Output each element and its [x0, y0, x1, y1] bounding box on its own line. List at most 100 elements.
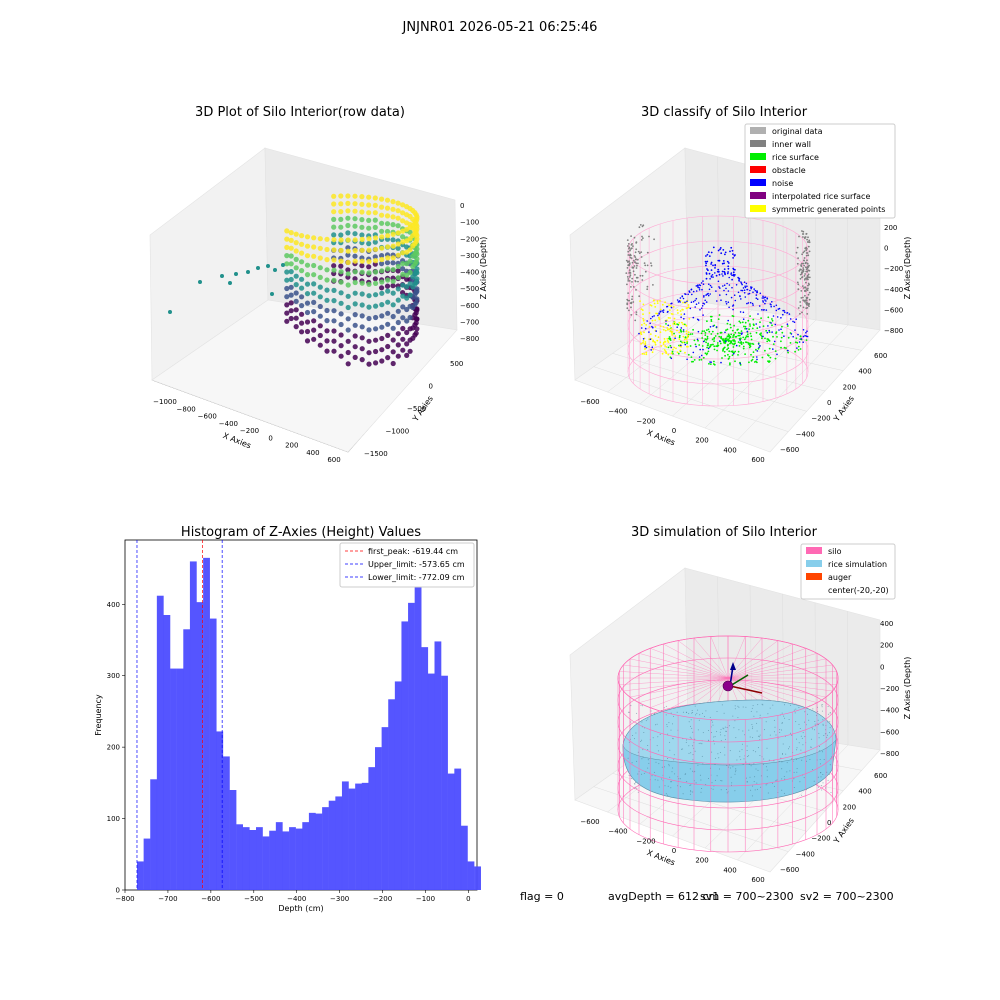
simulation-rice-mesh-point	[823, 759, 825, 760]
raw-point	[331, 263, 337, 269]
inner-wall-point	[804, 294, 806, 297]
noise-point	[780, 317, 782, 319]
rice-surface-point	[709, 345, 712, 348]
symmetric-point	[662, 343, 665, 345]
simulation-rice-mesh-point	[688, 752, 690, 754]
simulation-rice-mesh-point	[821, 706, 823, 708]
inner-wall-point	[805, 261, 807, 264]
raw-point	[379, 220, 385, 226]
rice-surface-point	[795, 337, 798, 340]
raw-point	[407, 281, 413, 287]
histogram-x-tick-label: −100	[416, 895, 435, 903]
noise-point	[702, 314, 704, 316]
simulation-rice-mesh-point	[650, 713, 652, 715]
inner-wall-point	[628, 309, 630, 312]
simulation-rice-mesh-point	[648, 762, 650, 764]
raw-point	[299, 268, 305, 274]
simulation-rice-mesh-point	[734, 773, 736, 775]
raw-point	[379, 313, 385, 319]
inner-wall-point	[628, 246, 631, 249]
raw-point	[400, 218, 406, 224]
noise-point	[702, 280, 704, 282]
classify-y-tick-label: 0	[827, 399, 831, 407]
inner-wall-point	[635, 258, 637, 261]
simulation-rice-mesh-point	[808, 719, 810, 721]
symmetric-point	[687, 304, 690, 306]
rice-surface-point	[737, 328, 739, 331]
simulation-rice-mesh-point	[751, 795, 753, 797]
rice-surface-point	[781, 331, 784, 334]
inner-wall-point	[635, 267, 638, 269]
inner-wall-point	[650, 264, 653, 267]
simulation-rice-mesh-point	[739, 756, 741, 758]
auger-y-arrow	[729, 674, 749, 687]
raw-point	[395, 263, 401, 269]
raw-point	[395, 308, 401, 314]
noise-point	[709, 278, 711, 280]
simulation-rice-mesh-point	[821, 704, 822, 706]
raw-point	[390, 255, 396, 261]
rice-surface-point	[710, 344, 713, 346]
raw-point	[379, 234, 385, 240]
symmetric-point	[682, 335, 685, 338]
simulation-rice-mesh-point	[757, 769, 759, 771]
raw-point	[284, 318, 290, 324]
simulation-rice-mesh-point	[713, 740, 715, 742]
simulation-rice-mesh-point	[672, 723, 673, 725]
simulation-rice-mesh-point	[822, 774, 824, 775]
simulation-rice-mesh-point	[746, 756, 748, 757]
histogram-bar	[275, 822, 283, 890]
simulation-z-tick-label: −600	[880, 728, 899, 736]
simulation-rice-mesh-point	[806, 760, 807, 762]
simulation-rice-mesh-point	[692, 759, 694, 761]
rice-surface-point	[749, 323, 751, 325]
symmetric-point	[664, 345, 666, 347]
rice-surface-point	[727, 353, 729, 356]
histogram-bar	[315, 813, 323, 890]
histogram-bar	[322, 807, 329, 890]
simulation-rice-mesh-point	[796, 768, 798, 770]
noise-point	[681, 295, 683, 297]
noise-point	[770, 305, 772, 308]
raw-point	[359, 263, 365, 269]
simulation-legend-label: center(-20,-20)	[828, 586, 889, 595]
noise-point	[649, 322, 651, 325]
simulation-rice-mesh-point	[822, 724, 824, 726]
raw-point	[395, 200, 401, 206]
raw-y-tick-label: −1000	[386, 428, 410, 436]
simulation-rice-mesh-point	[665, 714, 667, 716]
grid-line	[737, 324, 849, 441]
simulation-rice-mesh-point	[699, 774, 701, 776]
footer-sv2: sv2 = 700~2300	[800, 890, 894, 903]
noise-point	[717, 268, 720, 271]
simulation-rice-mesh-point	[711, 721, 713, 723]
inner-wall-point	[634, 261, 636, 264]
noise-point	[732, 257, 734, 259]
histogram-title: Histogram of Z-Axies (Height) Values	[181, 525, 421, 540]
simulation-rice-mesh-point	[807, 713, 808, 715]
raw-point	[359, 291, 365, 297]
symmetric-point	[653, 302, 656, 305]
raw-point	[366, 338, 372, 344]
simulation-rice-mesh-point	[763, 758, 765, 760]
inner-wall-point	[646, 264, 649, 267]
noise-point	[746, 285, 748, 288]
simulation-rice-mesh-point	[643, 772, 645, 774]
rice-surface-point	[706, 320, 708, 323]
simulation-x-tick-label: 600	[751, 876, 764, 884]
simulation-rice-mesh-point	[823, 735, 825, 736]
simulation-rice-mesh-point	[799, 781, 801, 783]
simulation-rice-mesh-point	[819, 745, 820, 747]
raw-point	[379, 347, 385, 353]
inner-wall-point	[803, 275, 806, 277]
simulation-legend-swatch	[806, 547, 822, 554]
noise-point	[741, 332, 743, 334]
simulation-rice-mesh-point	[774, 726, 776, 728]
rice-surface-point	[771, 319, 774, 322]
raw-point	[288, 276, 294, 283]
simulation-rice-mesh-point	[710, 732, 712, 733]
rice-surface-point	[762, 325, 765, 328]
simulation-rice-mesh-point	[781, 789, 783, 791]
